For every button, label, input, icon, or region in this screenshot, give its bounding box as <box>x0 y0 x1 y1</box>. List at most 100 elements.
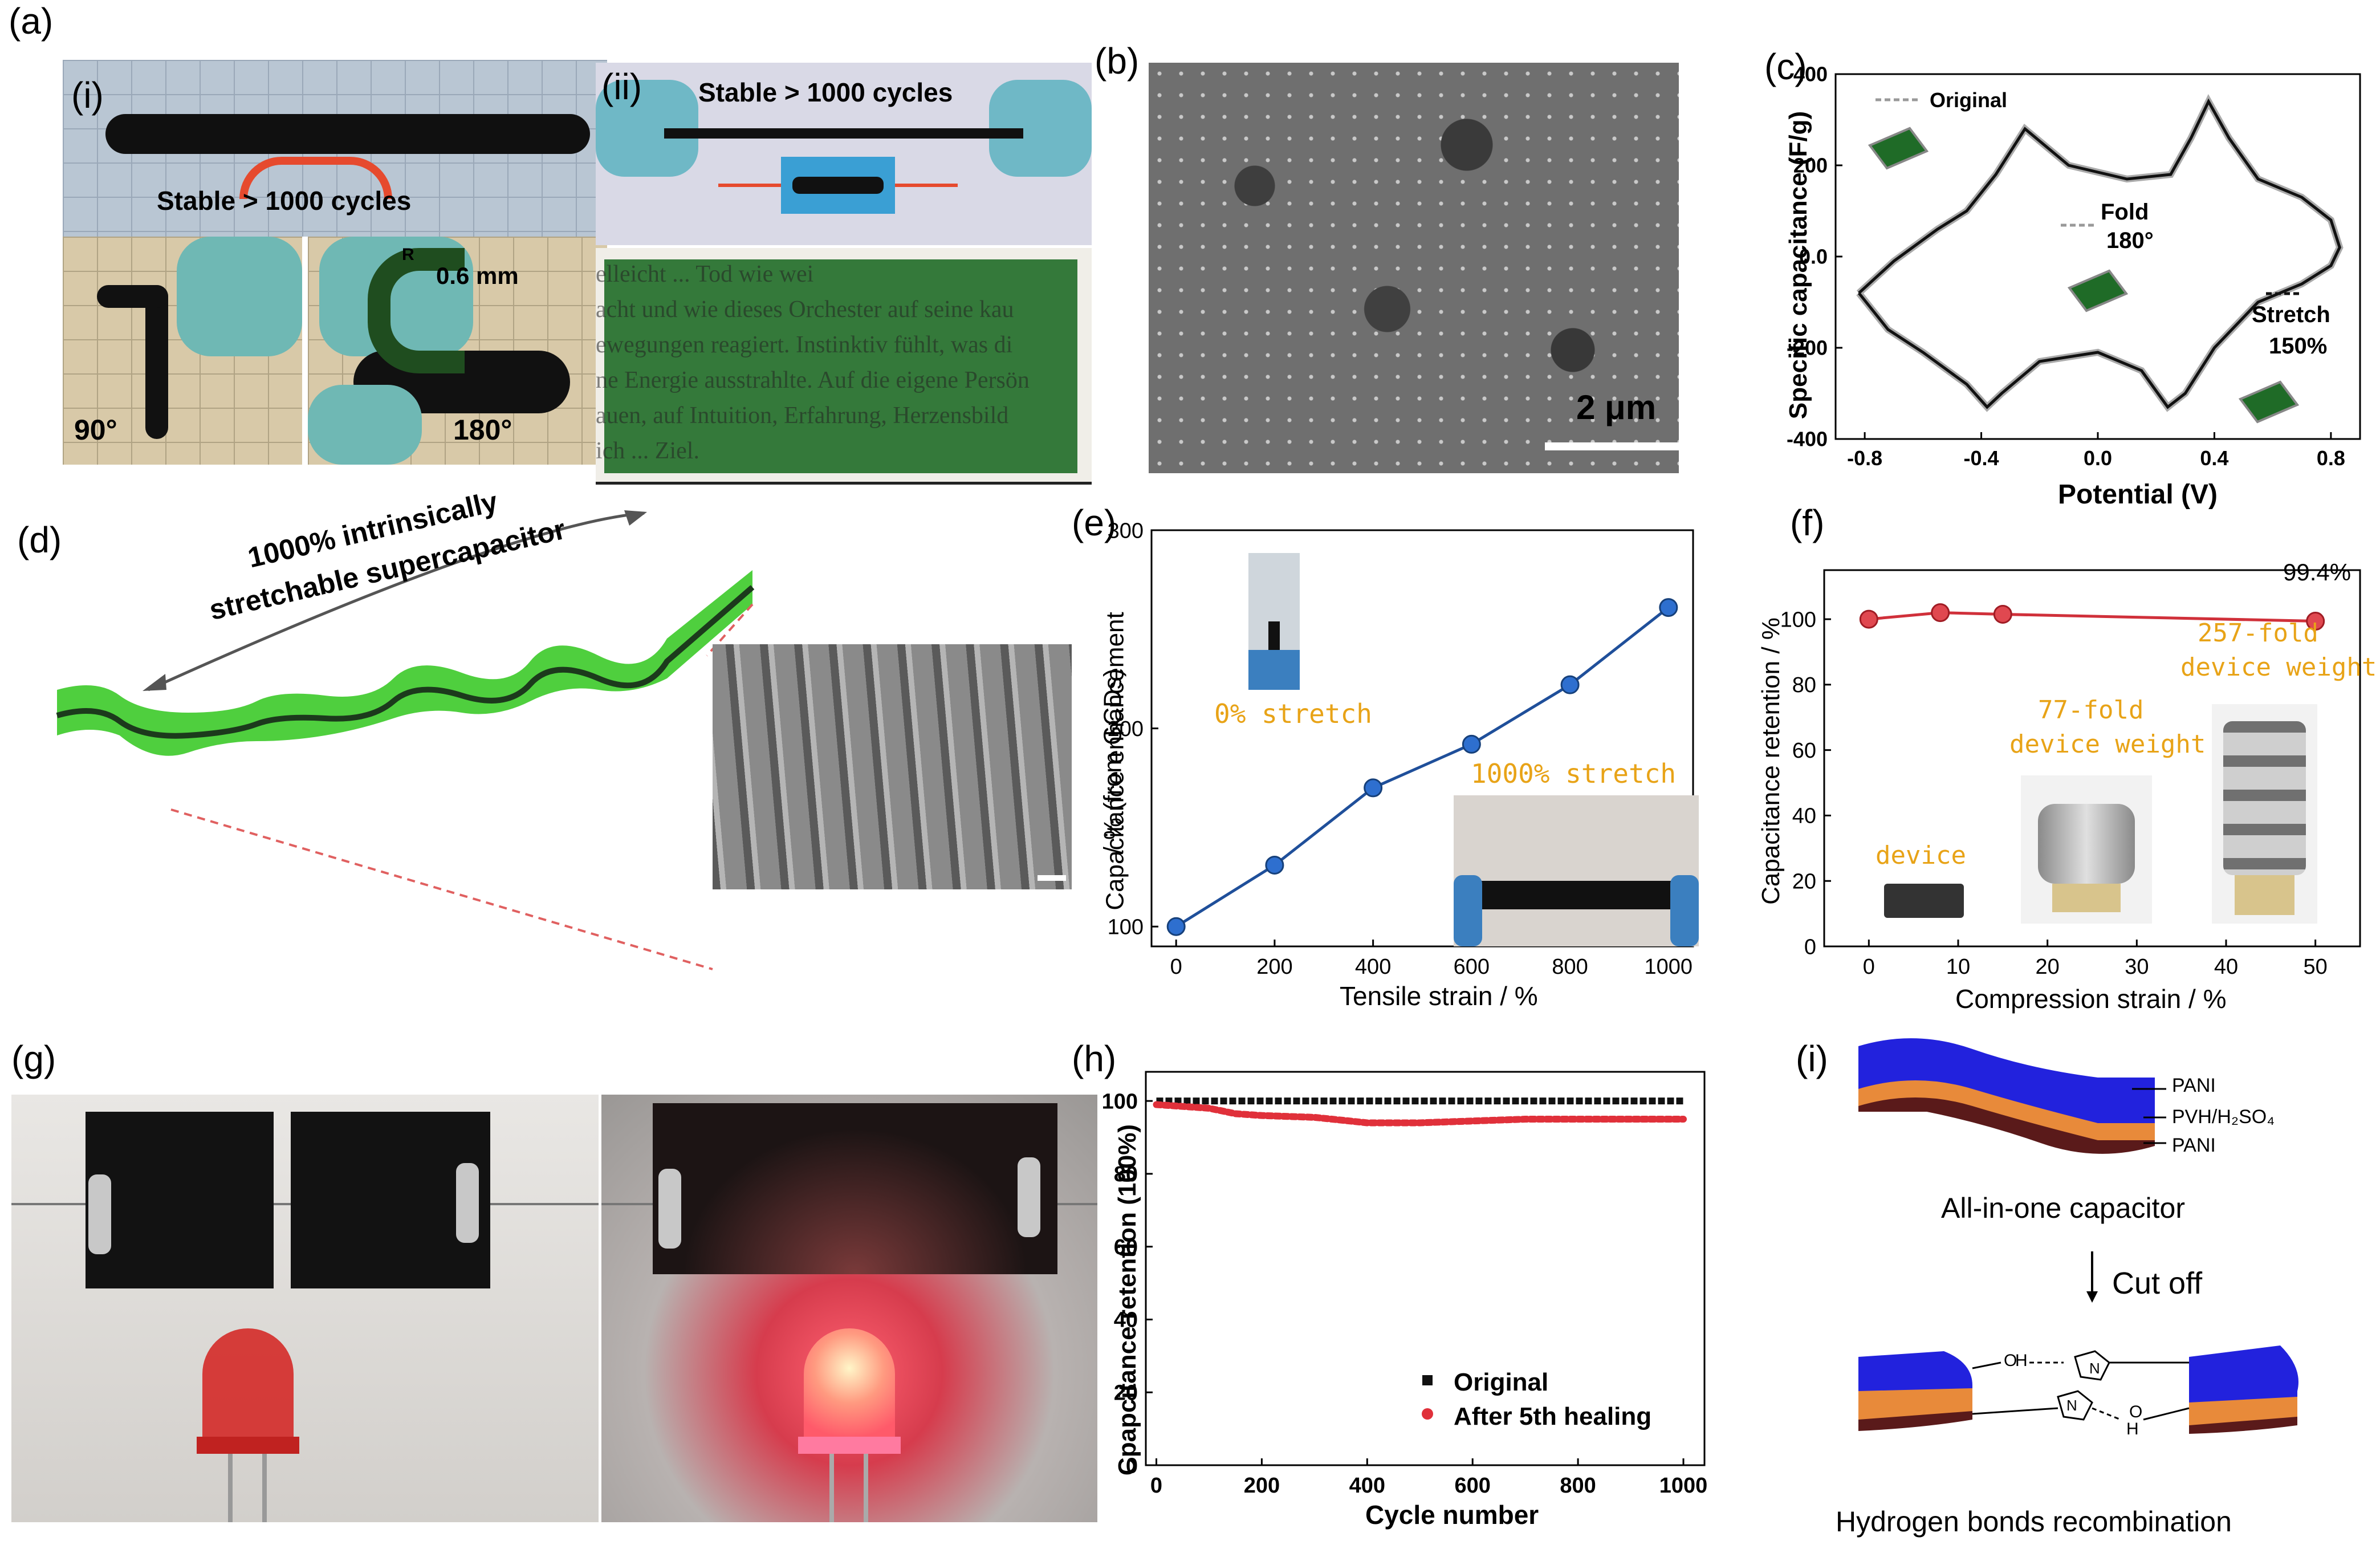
panel-label: (b) <box>1095 40 1140 82</box>
atom-h-1: H <box>2015 1351 2028 1370</box>
x-axis-label: Potential (V) <box>2058 479 2218 510</box>
device-original-icon <box>1868 127 1929 170</box>
enhancement-line <box>1175 606 1670 928</box>
x-tick-label: -0.8 <box>1847 446 1882 470</box>
x-tick-label: 0.8 <box>2317 446 2345 470</box>
caption-bottom: Hydrogen bonds recombination <box>1836 1506 2232 1538</box>
y-tick-label: 0 <box>1804 935 1816 959</box>
legend-marker-healing <box>1422 1408 1433 1420</box>
panel-b: (b) 2 μm <box>1095 0 1733 490</box>
x-tick-label: 40 <box>2214 955 2238 979</box>
y-tick-label: -400 <box>1787 428 1828 451</box>
cv-curve-fold <box>1857 98 2341 409</box>
stable-label-i: Stable > 1000 cycles <box>157 186 412 216</box>
y-tick-label: 0.0 <box>1799 245 1828 269</box>
retention-point <box>2306 612 2325 631</box>
y-tick-label: 20 <box>1792 870 1816 894</box>
plot-frame <box>1823 569 2361 948</box>
radius-label: R <box>402 245 414 264</box>
y-tick-label: 100 <box>1102 1089 1138 1113</box>
device-photo <box>1884 884 1964 918</box>
inset-0-stretch-photo <box>1248 553 1300 690</box>
panel-d: (d) 1000% intrinsically stretchable supe… <box>0 485 1083 975</box>
w77-line-2: device weight <box>2009 730 2206 759</box>
panel-c: (c) -0.8 -0.4 0.0 0.4 0.8 400 200 0.0 -200 -400 O… <box>1739 0 2380 513</box>
retention-line <box>1869 611 2316 623</box>
cv-curve-original <box>1856 93 2344 412</box>
device-label: device <box>1875 841 1966 870</box>
retention-point <box>1859 609 1878 629</box>
bend-90-photo <box>63 237 302 465</box>
y-tick-label: 40 <box>1792 804 1816 828</box>
text-line: ewegungen reagiert. Instinktiv fühlt, wa… <box>596 332 1013 358</box>
scale-bar <box>1038 875 1066 881</box>
sem-inset <box>713 644 1072 889</box>
x-tick-label: -0.4 <box>1964 446 1999 470</box>
y-tick-label: 20 <box>1114 1381 1138 1405</box>
w77-line-1: 77-fold <box>2038 696 2144 725</box>
stretch-label: Stretch <box>2252 302 2330 327</box>
legend-original: Original <box>1930 88 2008 112</box>
x-tick-label: 600 <box>1455 1474 1491 1498</box>
layer-top: PANI <box>2172 1075 2216 1096</box>
x-tick-label: 0 <box>1863 955 1875 979</box>
y-tick-label: 300 <box>1108 519 1144 543</box>
panel-a: (a) (i) Stable > 1000 cycles 90° R 0.6 m… <box>0 0 1100 490</box>
panel-g: (g) <box>0 1026 1106 1553</box>
x-axis-label: Cycle number <box>1365 1500 1539 1530</box>
weight-77-photo <box>2021 775 2152 924</box>
y-tick-label: 80 <box>1792 673 1816 697</box>
panel-label: (d) <box>17 519 62 560</box>
bend-180-photo <box>308 237 607 465</box>
atom-o-1: O <box>2004 1351 2017 1370</box>
cv-chart: -0.8 -0.4 0.0 0.4 0.8 400 200 0.0 -200 -400 <box>1787 63 2361 470</box>
panel-label: (f) <box>1790 502 1825 543</box>
panel-i: (i) PANI PVH/H₂SO₄ PANI All-in-one capac… <box>1779 1026 2380 1553</box>
plot-frame <box>1150 529 1694 948</box>
led-off-photo <box>11 1095 599 1522</box>
panel-label: (h) <box>1072 1038 1117 1079</box>
layer-middle: PVH/H₂SO₄ <box>2172 1106 2275 1128</box>
inset-1000-label: 1000% stretch <box>1471 758 1677 789</box>
legend-marker-original <box>1422 1375 1433 1385</box>
led-icon <box>202 1328 294 1442</box>
compression-retention-chart: 0 10 20 30 40 50 0 20 40 60 80 100 <box>1780 569 2361 979</box>
legend-healing: After 5th healing <box>1454 1402 1652 1430</box>
panel-f: (f) 0 10 20 30 40 50 0 20 40 60 80 100 99.4% device… <box>1727 502 2380 1026</box>
y-tick-label: 80 <box>1114 1162 1138 1186</box>
radius-value: 0.6 mm <box>436 262 519 289</box>
panel-label: (i) <box>1796 1038 1828 1079</box>
panel-label: (e) <box>1072 502 1117 543</box>
device-stretch-icon <box>2238 380 2300 424</box>
text-line: ich ... Ziel. <box>596 438 699 464</box>
angle-180: 180° <box>453 414 512 446</box>
inset-1000-stretch-photo <box>1454 795 1699 946</box>
led-icon <box>804 1328 895 1442</box>
x-tick-label: 10 <box>1946 955 1970 979</box>
x-tick-label: 0 <box>1170 955 1182 979</box>
x-tick-label: 200 <box>1244 1474 1280 1498</box>
x-tick-label: 1000 <box>1645 955 1693 979</box>
right-arrow-icon <box>895 184 958 187</box>
plot-frame <box>1145 1071 1706 1466</box>
atom-h-2: H <box>2126 1420 2139 1438</box>
angle-90: 90° <box>74 414 117 446</box>
y-tick-label: 0 <box>1126 1454 1138 1478</box>
x-tick-label: 1000 <box>1659 1474 1708 1498</box>
fold-label: Fold <box>2101 200 2149 225</box>
enhancement-point <box>1462 734 1481 754</box>
text-line: ne Energie ausstrahlte. Auf die eigene P… <box>596 367 1030 393</box>
stretch-photo <box>596 63 1092 245</box>
retention-point <box>1931 603 1950 623</box>
left-arrow-icon <box>718 184 781 187</box>
enhancement-point <box>1166 917 1186 936</box>
panel-label: (c) <box>1764 46 1807 87</box>
x-tick-label: 20 <box>2036 955 2060 979</box>
enhancement-point <box>1659 598 1678 617</box>
x-axis-label: Tensile strain / % <box>1340 981 1538 1011</box>
x-tick-label: 400 <box>1349 1474 1385 1498</box>
cycle-retention-chart: 0 200 400 600 800 1000 0 20 40 60 80 100 <box>1102 1071 1708 1498</box>
y-tick-label: 200 <box>1108 717 1144 741</box>
scale-bar <box>1545 442 1679 450</box>
y-tick-label: 40 <box>1114 1308 1138 1332</box>
